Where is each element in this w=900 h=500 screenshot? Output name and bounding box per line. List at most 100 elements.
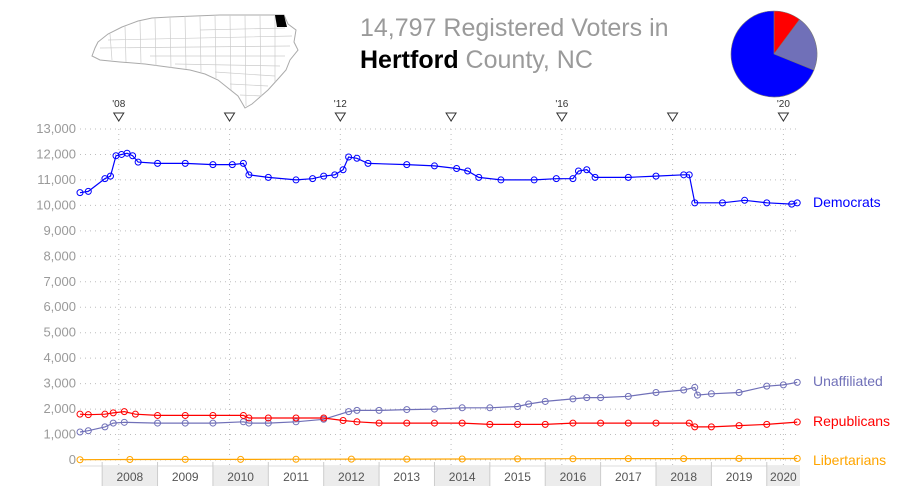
election-marker-triangle — [223, 112, 236, 122]
point-republicans — [569, 419, 577, 427]
point-democrats — [339, 166, 347, 174]
point-republicans — [353, 418, 361, 426]
election-year-label: '08 — [112, 99, 125, 110]
point-republicans — [691, 423, 699, 431]
point-democrats — [84, 187, 92, 195]
series-line-republicans — [79, 410, 798, 428]
x-tick-label: 2013 — [393, 470, 420, 484]
point-unaffiliated — [583, 394, 591, 402]
point-republicans — [403, 419, 411, 427]
year-band — [766, 466, 800, 486]
point-republicans — [154, 411, 162, 419]
election-marker-triangle — [445, 112, 457, 122]
point-unaffiliated — [680, 386, 688, 394]
year-band — [545, 466, 601, 486]
election-year-label: '16 — [555, 99, 568, 110]
series-line-unaffiliated — [79, 381, 798, 433]
x-tick-label: 2008 — [116, 470, 143, 484]
point-democrats — [475, 173, 483, 181]
y-tick-label: 8,000 — [43, 248, 76, 263]
point-democrats — [345, 153, 353, 161]
point-libertarians — [237, 455, 245, 463]
point-republicans — [131, 410, 139, 418]
year-band — [102, 466, 158, 486]
point-democrats — [292, 176, 300, 184]
year-band — [434, 466, 490, 486]
x-tick-label: 2015 — [504, 470, 531, 484]
series-label-republicans: Republicans — [813, 413, 890, 429]
point-democrats — [320, 172, 328, 180]
x-tick-label: 2018 — [670, 470, 697, 484]
point-republicans — [264, 414, 272, 422]
point-unaffiliated — [345, 408, 353, 416]
point-libertarians — [292, 455, 300, 463]
year-band — [656, 466, 712, 486]
point-republicans — [624, 419, 632, 427]
point-republicans — [763, 420, 771, 428]
y-tick-label: 10,000 — [36, 197, 76, 212]
x-tick-label: 2010 — [227, 470, 254, 484]
election-year-label: '12 — [334, 99, 347, 110]
point-republicans — [239, 411, 247, 419]
point-libertarians — [181, 455, 189, 463]
year-band — [323, 466, 380, 486]
election-marker-triangle — [555, 112, 568, 122]
point-republicans — [458, 419, 466, 427]
point-unaffiliated — [76, 428, 84, 436]
y-tick-label: 3,000 — [43, 376, 76, 391]
x-tick-label: 2014 — [449, 470, 476, 484]
election-marker-triangle — [112, 112, 125, 122]
point-libertarians — [403, 455, 411, 463]
point-democrats — [741, 196, 749, 204]
point-democrats — [101, 175, 109, 183]
point-democrats — [574, 167, 582, 175]
series-line-democrats — [79, 152, 798, 205]
point-democrats — [331, 171, 339, 179]
point-democrats — [123, 149, 131, 157]
point-democrats — [464, 167, 472, 175]
election-marker-triangle — [334, 112, 347, 122]
point-unaffiliated — [109, 419, 117, 427]
x-tick-label: 2011 — [283, 470, 309, 484]
point-republicans — [209, 411, 217, 419]
grid — [80, 128, 800, 478]
series-label-libertarians: Libertarians — [813, 452, 886, 468]
point-democrats — [209, 161, 217, 169]
point-unaffiliated — [779, 381, 787, 389]
x-tick-label: 2017 — [615, 470, 642, 484]
x-tick-label: 2012 — [338, 470, 365, 484]
point-unaffiliated — [353, 406, 361, 414]
point-republicans — [84, 411, 92, 419]
point-republicans — [707, 423, 715, 431]
point-democrats — [364, 159, 372, 167]
point-unaffiliated — [375, 406, 383, 414]
point-unaffiliated — [101, 423, 109, 431]
point-republicans — [181, 411, 189, 419]
point-unaffiliated — [541, 397, 549, 405]
point-libertarians — [793, 454, 801, 462]
series-label-unaffiliated: Unaffiliated — [813, 373, 883, 389]
point-democrats — [624, 173, 632, 181]
point-democrats — [76, 189, 84, 197]
title-line-2: Hertford County, NC — [360, 44, 720, 76]
point-republicans — [245, 414, 253, 422]
point-unaffiliated — [292, 418, 300, 426]
series-layer: Democrats Unaffiliated Republicans Libertar… — [76, 149, 890, 468]
point-democrats — [228, 161, 236, 169]
point-libertarians — [569, 455, 577, 463]
point-republicans — [486, 420, 494, 428]
point-republicans — [793, 418, 801, 426]
y-tick-label: 13,000 — [36, 121, 76, 136]
point-unaffiliated — [652, 389, 660, 397]
point-unaffiliated — [694, 391, 702, 399]
point-democrats — [530, 176, 538, 184]
point-unaffiliated — [458, 404, 466, 412]
county-suffix: County, NC — [458, 46, 593, 74]
point-unaffiliated — [624, 392, 632, 400]
point-democrats — [430, 162, 438, 170]
point-libertarians — [624, 455, 632, 463]
north-carolina-county-map — [91, 14, 299, 109]
point-democrats — [763, 199, 771, 207]
point-unaffiliated — [691, 383, 699, 391]
point-unaffiliated — [763, 382, 771, 390]
